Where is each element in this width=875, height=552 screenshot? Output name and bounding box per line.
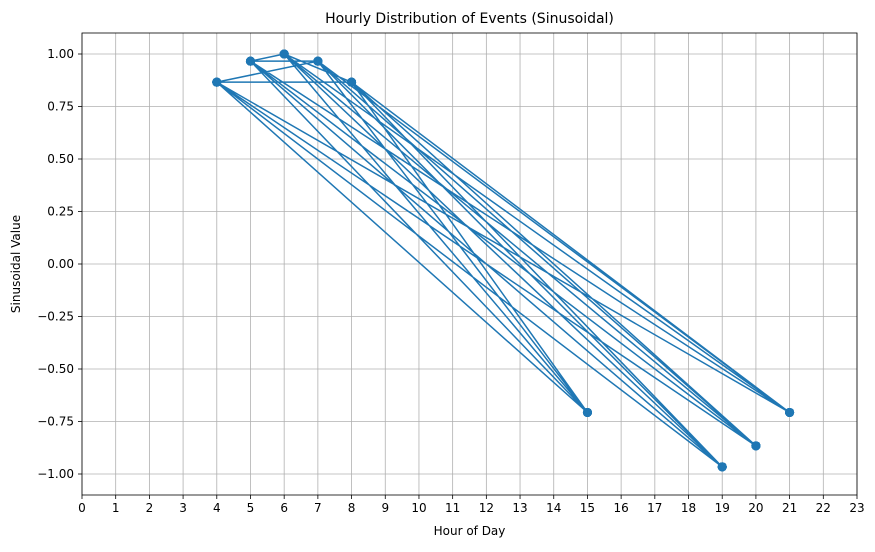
x-tick-label: 16: [613, 501, 628, 515]
x-tick-label: 17: [647, 501, 662, 515]
data-point: [582, 407, 592, 417]
y-axis-label: Sinusoidal Value: [9, 215, 23, 313]
x-tick-label: 18: [681, 501, 696, 515]
x-tick-label: 4: [213, 501, 221, 515]
x-tick-label: 21: [782, 501, 797, 515]
x-axis-label: Hour of Day: [434, 524, 506, 538]
x-tick-label: 19: [715, 501, 730, 515]
y-axis: 1.00 0.75 0.50 0.25 0.00 −0.25 −0.50 −0.75 −1.00: [37, 47, 82, 481]
data-point: [313, 56, 323, 66]
series-line: [216, 53, 791, 468]
x-tick-label: 8: [348, 501, 356, 515]
x-tick-label: 5: [247, 501, 255, 515]
x-axis: 0 1 2 3 4 5 6 7 8 9 10 11 12 13 14 15 16 17 18 19 20 21 22 23: [78, 495, 865, 515]
y-tick-label: 0.25: [47, 205, 74, 219]
x-tick-label: 0: [78, 501, 86, 515]
y-tick-label: 0.00: [47, 257, 74, 271]
y-tick-label: −0.25: [37, 310, 74, 324]
chart-title: Hourly Distribution of Events (Sinusoida…: [325, 11, 614, 27]
x-tick-label: 13: [512, 501, 527, 515]
x-tick-label: 2: [146, 501, 154, 515]
data-point: [785, 407, 795, 417]
data-point: [245, 56, 255, 66]
x-tick-label: 11: [445, 501, 460, 515]
data-point: [279, 49, 289, 59]
data-point: [717, 462, 727, 472]
x-tick-label: 6: [280, 501, 288, 515]
data-point: [212, 77, 222, 87]
x-tick-label: 23: [849, 501, 864, 515]
x-tick-label: 7: [314, 501, 322, 515]
x-tick-label: 1: [112, 501, 120, 515]
x-tick-label: 9: [381, 501, 389, 515]
x-tick-label: 14: [546, 501, 561, 515]
y-tick-label: −1.00: [37, 467, 74, 481]
data-point: [347, 77, 357, 87]
y-tick-label: 1.00: [47, 47, 74, 61]
x-tick-label: 22: [816, 501, 831, 515]
y-tick-label: 0.75: [47, 100, 74, 114]
x-tick-label: 15: [580, 501, 595, 515]
x-tick-label: 10: [411, 501, 426, 515]
x-tick-label: 20: [748, 501, 763, 515]
x-tick-label: 3: [179, 501, 187, 515]
y-tick-label: −0.50: [37, 362, 74, 376]
series-layer: [212, 49, 795, 472]
y-tick-label: −0.75: [37, 415, 74, 429]
data-point: [751, 441, 761, 451]
x-tick-label: 12: [479, 501, 494, 515]
y-tick-label: 0.50: [47, 152, 74, 166]
